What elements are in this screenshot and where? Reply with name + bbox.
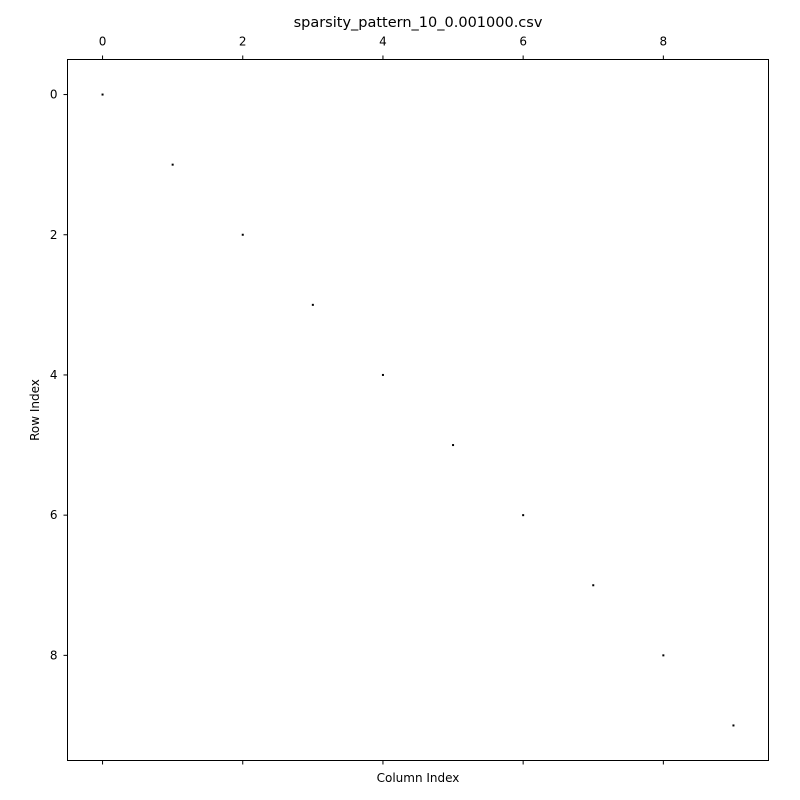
point-r1-c1 xyxy=(171,163,174,166)
point-r5-c5 xyxy=(452,444,455,447)
point-r6-c6 xyxy=(522,514,525,517)
y-axis-ticks: 0 2 4 6 8 xyxy=(50,88,68,662)
x-axis-ticks: 0 2 4 6 8 xyxy=(99,35,667,765)
x-tick-label-4: 4 xyxy=(379,35,387,49)
x-tick-label-0: 0 xyxy=(99,35,107,49)
x-tick-label-6: 6 xyxy=(519,35,527,49)
data-points xyxy=(101,93,735,727)
y-tick-label-4: 4 xyxy=(50,368,58,382)
x-axis-label: Column Index xyxy=(377,771,460,785)
y-tick-label-6: 6 xyxy=(50,508,58,522)
point-r0-c0 xyxy=(101,93,104,96)
plot-area xyxy=(67,59,769,761)
point-r8-c8 xyxy=(662,654,665,657)
point-r4-c4 xyxy=(381,373,384,376)
y-axis-label: Row Index xyxy=(28,379,42,441)
point-r2-c2 xyxy=(241,233,244,236)
point-r7-c7 xyxy=(592,584,595,587)
y-tick-label-2: 2 xyxy=(50,228,58,242)
x-tick-label-8: 8 xyxy=(660,35,668,49)
y-tick-label-8: 8 xyxy=(50,648,58,662)
point-r9-c9 xyxy=(732,724,735,727)
y-tick-label-0: 0 xyxy=(50,88,58,102)
point-r3-c3 xyxy=(311,303,314,306)
chart-title: sparsity_pattern_10_0.001000.csv xyxy=(294,15,543,31)
x-tick-label-2: 2 xyxy=(239,35,247,49)
